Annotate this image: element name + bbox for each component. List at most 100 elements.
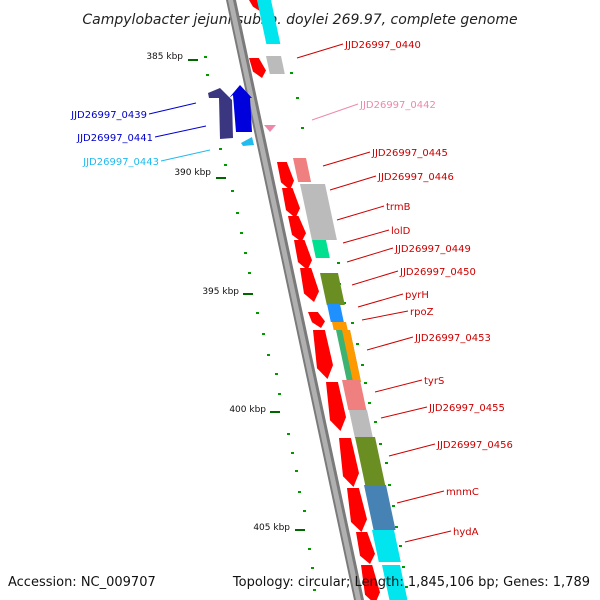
gene-label: JJD26997_0442	[359, 100, 436, 111]
svg-text:385 kbp: 385 kbp	[146, 52, 183, 62]
gene-jjd26997-0439	[208, 88, 233, 139]
cds-arrow	[361, 565, 380, 600]
ring-dot	[337, 262, 340, 264]
gene-leader-line	[374, 379, 423, 393]
gene-leader-line	[154, 125, 207, 138]
gene-leader-line	[357, 293, 404, 308]
cds-arrow	[347, 488, 367, 532]
ring-dot	[224, 164, 227, 166]
gene-leader-line	[396, 490, 445, 504]
ring-dot	[298, 491, 301, 493]
ring-dot	[244, 252, 247, 254]
svg-text:395 kbp: 395 kbp	[202, 287, 239, 297]
ring-dot	[290, 72, 293, 74]
forward-strand-features	[249, 0, 380, 600]
ring-dot	[256, 312, 259, 314]
cog-segment	[320, 273, 345, 305]
ring-dot	[278, 393, 281, 395]
cds-arrow	[294, 240, 312, 270]
gene-label: JJD26997_0450	[399, 267, 476, 278]
cds-arrow	[308, 312, 325, 328]
gene-leader-line	[366, 336, 414, 351]
cds-arrow	[300, 268, 319, 302]
scale-tick-390: 390 kbp	[174, 168, 226, 179]
ring-dot	[219, 148, 222, 150]
gene-leader-line	[404, 530, 452, 543]
gene-leader-line	[322, 151, 371, 167]
cog-segment	[257, 0, 281, 44]
gene-label: JJD26997_0439	[70, 110, 147, 121]
ring-dot	[308, 548, 311, 550]
ring-dot	[311, 567, 314, 569]
ring-dot	[231, 190, 234, 192]
gene-label: JJD26997_0445	[371, 148, 448, 159]
gene-leader-line	[351, 270, 399, 286]
gene-label: JJD26997_0455	[428, 403, 505, 414]
ring-dot	[399, 545, 402, 547]
accession-text: Accession: NC_009707	[8, 575, 156, 590]
gene-label: pyrH	[405, 290, 429, 301]
gene-labels: JJD26997_0440 JJD26997_0442 JJD26997_0439 J…	[70, 40, 513, 543]
ring-dot	[385, 462, 388, 464]
ring-dot	[267, 354, 270, 356]
gene-label: JJD26997_0443	[82, 157, 159, 168]
gene-leader-line	[329, 175, 377, 191]
gene-jjd26997-0441	[229, 85, 252, 132]
map-title: Campylobacter jejuni subsp. doylei 269.9…	[82, 12, 517, 28]
cog-segment	[332, 322, 348, 330]
cds-arrow	[356, 532, 375, 564]
ring-dot	[368, 402, 371, 404]
gene-jjd26997-0442	[264, 125, 276, 132]
ring-dot	[236, 212, 239, 214]
cds-arrow	[288, 216, 306, 242]
cog-segment	[311, 240, 330, 258]
gene-label: hydA	[453, 527, 479, 538]
gene-label: trmB	[386, 202, 411, 213]
gene-label: rpoZ	[410, 307, 434, 318]
gene-leader-line	[148, 102, 197, 115]
ring-dot	[313, 589, 316, 591]
gene-label: JJD26997_0441	[76, 133, 153, 144]
ring-dot	[343, 302, 346, 304]
ring-dot	[206, 74, 209, 76]
svg-text:400 kbp: 400 kbp	[229, 405, 266, 415]
svg-text:390 kbp: 390 kbp	[174, 168, 211, 178]
gene-label: mnmC	[446, 487, 479, 498]
ring-dot	[351, 322, 354, 324]
ring-dot	[392, 505, 395, 507]
ring-dot	[262, 333, 265, 335]
scale-tick-395: 395 kbp	[202, 287, 253, 297]
gene-jjd26997-0443	[241, 137, 254, 146]
ring-dot	[374, 421, 377, 423]
cog-segment	[327, 304, 344, 322]
cog-segment	[341, 330, 362, 382]
ring-dot	[240, 232, 243, 234]
backbone	[226, 0, 364, 600]
gene-label: lolD	[391, 226, 411, 237]
gene-leader-line	[160, 149, 211, 162]
ring-dot	[287, 433, 290, 435]
cog-segment	[342, 380, 367, 410]
cog-segment	[355, 437, 386, 485]
cds-arrow	[282, 188, 300, 218]
gene-label: JJD26997_0446	[377, 172, 454, 183]
cog-segments	[257, 0, 408, 600]
cog-segment	[300, 184, 337, 240]
cog-segment	[348, 410, 373, 438]
scale-tick-400: 400 kbp	[229, 405, 280, 415]
ring-dot	[405, 586, 408, 588]
ring-dot	[356, 343, 359, 345]
ring-dot	[301, 127, 304, 129]
summary-text: Topology: circular; Length: 1,845,106 bp…	[232, 575, 590, 590]
gene-label: JJD26997_0440	[344, 40, 421, 51]
ring-dot	[248, 272, 251, 274]
scale-tick-385: 385 kbp	[146, 52, 198, 62]
gene-leader-line	[336, 205, 385, 221]
ring-dot	[395, 526, 398, 528]
ring-dot	[204, 56, 207, 58]
cog-segment	[266, 56, 285, 74]
gene-label: JJD26997_0449	[394, 244, 471, 255]
ring-dot	[379, 443, 382, 445]
cds-arrow	[313, 330, 333, 379]
